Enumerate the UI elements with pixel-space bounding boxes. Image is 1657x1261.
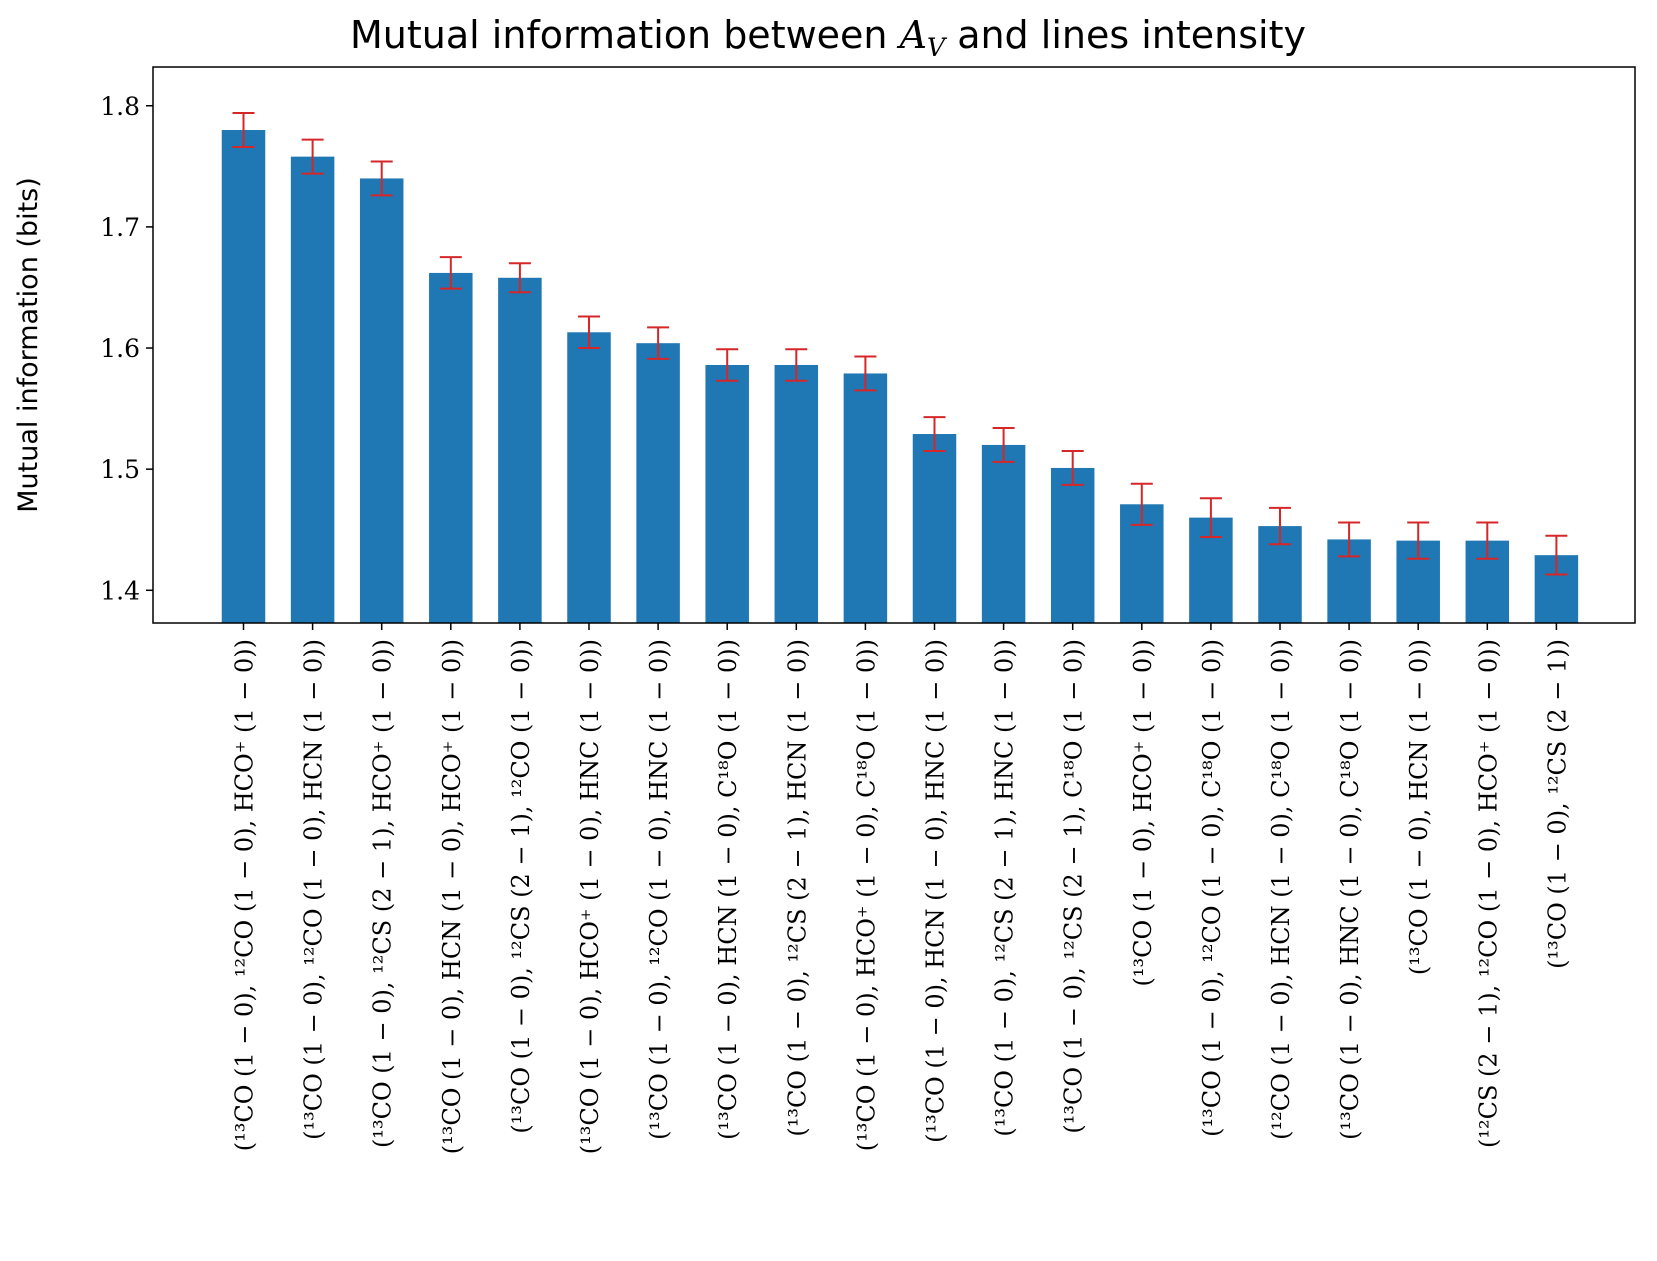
bar [981, 444, 1026, 623]
error-bar [1061, 449, 1084, 486]
bar [359, 178, 404, 623]
x-tick-label: (¹³CO (1 − 0), HNC (1 − 0), C¹⁸O (1 − 0)… [1336, 639, 1364, 1140]
bars-group [221, 129, 1579, 623]
plot-frame [152, 66, 1636, 624]
error-bars-group [232, 112, 1568, 576]
error-bar [992, 426, 1015, 463]
x-tick-label: (¹²CS (2 − 1), ¹²CO (1 − 0), HCO⁺ (1 − 0… [1474, 639, 1502, 1148]
bar [567, 332, 611, 623]
x-tick-label: (¹³CO (1 − 0), ¹²CS (2 − 1), HCO⁺ (1 − 0… [369, 639, 397, 1148]
x-tick-label: (¹³CO (1 − 0), ¹²CO (1 − 0), HCN (1 − 0)… [300, 639, 328, 1140]
error-bar [647, 326, 670, 360]
error-bar [716, 348, 739, 382]
error-bar [854, 355, 877, 392]
x-tick-label: (¹³CO (1 − 0), HCN (1 − 0)) [1405, 639, 1433, 975]
x-tick-label: (¹³CO (1 − 0), ¹²CS (2 − 1), C¹⁸O (1 − 0… [1060, 639, 1088, 1134]
error-bar [1199, 497, 1222, 538]
y-tick-label: 1.5 [100, 455, 140, 484]
error-bar [1476, 521, 1499, 560]
x-tick-label: (¹³CO (1 − 0), HCN (1 − 0), C¹⁸O (1 − 0)… [714, 639, 742, 1140]
y-tick-label: 1.8 [100, 92, 140, 121]
bar [843, 373, 888, 623]
x-tick-label: (¹³CO (1 − 0), ¹²CO (1 − 0), HNC (1 − 0)… [645, 639, 673, 1140]
bar [290, 156, 335, 623]
bar [221, 129, 266, 623]
title-math-a: A [897, 13, 927, 57]
bar [636, 343, 680, 623]
error-bar [923, 416, 946, 452]
x-tick-label: (¹³CO (1 − 0), HCN (1 − 0), HCO⁺ (1 − 0)… [438, 639, 466, 1154]
y-tick-label: 1.4 [100, 576, 140, 605]
bar [912, 434, 957, 623]
title-math-subscript: V [927, 33, 948, 62]
x-tick-label: (¹³CO (1 − 0), ¹²CS (2 − 1), HNC (1 − 0)… [991, 639, 1019, 1137]
bar [774, 364, 819, 623]
x-tick-label: (¹³CO (1 − 0), HCO⁺ (1 − 0), HNC (1 − 0)… [576, 639, 604, 1154]
error-bar [439, 256, 462, 290]
x-tick-label: (¹³CO (1 − 0), HCN (1 − 0), HNC (1 − 0)) [922, 639, 950, 1143]
title-text-after: and lines intensity [945, 13, 1306, 57]
error-bar [785, 348, 808, 382]
x-tick-label: (¹³CO (1 − 0), HCO⁺ (1 − 0)) [1129, 639, 1157, 986]
error-bar [232, 112, 255, 148]
y-tick-label: 1.7 [100, 213, 140, 242]
error-bar [301, 138, 324, 175]
x-axis-ticks: (¹³CO (1 − 0), ¹²CO (1 − 0), HCO⁺ (1 − 0… [231, 623, 1571, 1154]
x-tick-label: (¹³CO (1 − 0), ¹²CS (2 − 1)) [1543, 639, 1571, 969]
x-tick-label: (¹³CO (1 − 0), HCO⁺ (1 − 0), C¹⁸O (1 − 0… [852, 639, 880, 1151]
bar [429, 272, 473, 623]
y-tick-label: 1.6 [100, 334, 140, 363]
error-bar [578, 315, 600, 350]
x-tick-label: (¹³CO (1 − 0), ¹²CS (2 − 1), HCN (1 − 0)… [783, 639, 811, 1137]
y-axis-label: Mutual information (bits) [13, 177, 44, 513]
error-bar [370, 160, 393, 197]
x-tick-label: (¹³CO (1 − 0), ¹²CO (1 − 0), HCO⁺ (1 − 0… [231, 639, 259, 1151]
x-tick-label: (¹³CO (1 − 0), ¹²CS (2 − 1), ¹²CO (1 − 0… [507, 639, 535, 1134]
error-bar [1545, 534, 1568, 576]
x-tick-label: (¹²CO (1 − 0), HCN (1 − 0), C¹⁸O (1 − 0)… [1267, 639, 1295, 1140]
error-bar [1269, 506, 1291, 546]
error-bar [1407, 521, 1430, 560]
error-bar [508, 262, 531, 294]
title-text-before: Mutual information between [350, 13, 900, 57]
bar [498, 277, 542, 623]
bar [705, 364, 749, 623]
error-bar [1130, 482, 1153, 526]
error-bar [1338, 521, 1361, 558]
x-tick-label: (¹³CO (1 − 0), ¹²CO (1 − 0), C¹⁸O (1 − 0… [1198, 639, 1226, 1137]
bar [1050, 467, 1095, 623]
chart-title: Mutual information between AV and lines … [350, 13, 1306, 62]
y-axis-ticks: 1.4 1.5 1.6 1.7 1.8 [100, 92, 153, 605]
